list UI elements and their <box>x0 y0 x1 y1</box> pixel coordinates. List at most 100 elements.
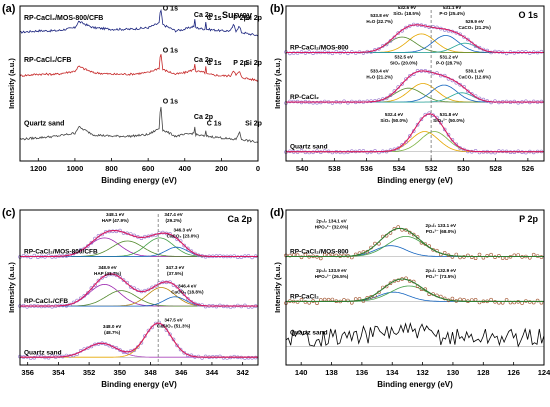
raw-data-point <box>288 51 292 56</box>
raw-data-point <box>377 150 381 155</box>
x-tick-label: 348 <box>144 368 157 377</box>
peak-annotation: O 1s <box>163 99 178 106</box>
x-tick-label: 536 <box>360 164 373 173</box>
raw-data-point <box>203 354 208 359</box>
raw-data-point <box>330 51 335 56</box>
peak-annotation: Ca 2p <box>194 57 213 64</box>
raw-data-point <box>182 243 186 248</box>
series-label: RP-CaCl₂/CFB <box>24 57 71 64</box>
raw-data-point <box>250 255 254 260</box>
raw-data-point <box>407 74 412 78</box>
plot-frame <box>285 209 545 366</box>
raw-data-point <box>349 300 354 305</box>
raw-data-point <box>357 149 362 153</box>
peak-annotation: Ca 2p <box>194 12 213 19</box>
raw-data-point <box>118 348 122 352</box>
component-annotation: (29.2%) <box>166 218 183 223</box>
raw-data-point <box>462 35 466 39</box>
raw-data-point <box>36 255 40 260</box>
raw-data-point <box>353 297 358 301</box>
raw-data-point <box>299 255 304 260</box>
sample-label: RP-CaCl₂ <box>290 293 319 300</box>
component-annotation: 531.2 eV <box>440 55 459 60</box>
panel-title: P 2p <box>519 214 538 224</box>
raw-data-point <box>524 99 528 104</box>
raw-data-point <box>466 149 470 154</box>
component-annotation: 2p₃/₂ 132.9 eV <box>426 268 457 273</box>
x-tick-label: 140 <box>295 368 308 377</box>
raw-data-point <box>334 49 339 54</box>
component-annotation: 531.1 eV <box>443 5 462 10</box>
x-tick-label: 352 <box>83 368 96 377</box>
raw-data-point <box>454 142 459 147</box>
raw-data-point <box>36 354 40 359</box>
component-annotation: SiO₂ (50.0%) <box>380 118 408 123</box>
x-axis-label: Binding energy (eV) <box>101 380 177 389</box>
raw-data-point <box>86 346 90 350</box>
component-annotation: 532.5 eV <box>395 55 414 60</box>
raw-data-point <box>128 285 133 289</box>
raw-data-point <box>489 252 493 257</box>
x-tick-label: 344 <box>206 368 219 377</box>
component-annotation: 348.1 eV <box>106 212 125 217</box>
raw-data-point <box>473 149 478 153</box>
raw-data-point <box>243 303 247 308</box>
raw-data-point <box>322 149 327 153</box>
raw-data-point <box>39 354 44 359</box>
sample-label: RP-CaCl₂/MOS-800/CFB <box>24 249 98 256</box>
raw-data-point <box>82 246 87 251</box>
component-annotation: 532.4 eV <box>385 112 404 117</box>
series-label: RP-CaCl₂/MOS-800/CFB <box>24 15 103 22</box>
raw-data-point <box>168 332 172 337</box>
component-annotation: CaCO₃ (12.6%) <box>459 75 492 80</box>
panel-c: (c) RP-CaCl₂/MOS-800/CFB RP-CaCl₂/CFB Quart… <box>2 207 259 389</box>
raw-data-point <box>186 296 190 301</box>
raw-data-point <box>516 100 521 105</box>
raw-data-point <box>100 275 104 280</box>
raw-data-point <box>539 255 544 259</box>
sample-label: RP-CaCl₂ <box>290 94 319 101</box>
survey-series-line <box>19 8 259 37</box>
plot-frame <box>19 5 259 162</box>
raw-data-point <box>404 77 408 81</box>
component-annotation: SiO₂ (20.0%) <box>390 61 418 66</box>
y-axis-label: Intensity (a.u.) <box>7 262 16 313</box>
component-annotation: CaCO₃ (18.8%) <box>171 290 204 295</box>
raw-data-point <box>396 31 401 35</box>
raw-data-point <box>497 49 501 54</box>
raw-data-point <box>365 99 370 104</box>
raw-data-point <box>531 252 536 257</box>
component-annotation: HPO₄²⁻ (26.5%) <box>315 274 349 279</box>
component-annotation: 2p₃/₂ 133.9 eV <box>316 268 347 273</box>
raw-data-point <box>246 305 251 309</box>
raw-data-point <box>524 50 528 54</box>
raw-data-point <box>221 355 226 360</box>
component-annotation: 347.4 eV <box>164 212 183 217</box>
raw-data-point <box>504 51 509 56</box>
x-tick-label: 354 <box>52 368 65 377</box>
raw-data-point <box>527 300 532 304</box>
raw-data-point <box>250 304 254 309</box>
raw-data-point <box>189 249 194 253</box>
x-axis-label: Binding energy (eV) <box>377 380 453 389</box>
raw-data-point <box>388 93 393 97</box>
component-annotation: (37.5%) <box>167 271 184 276</box>
component-annotation: 532.6 eV <box>398 5 417 10</box>
x-tick-label: 0 <box>256 164 260 173</box>
raw-data-point <box>349 99 354 104</box>
series-label: Quartz sand <box>24 120 64 127</box>
component-annotation: CaCO₃ (23.0%) <box>167 234 200 239</box>
survey-series-line <box>19 106 259 144</box>
component-annotation: PO₄³⁻ (68.0%) <box>426 229 457 234</box>
raw-data-point <box>225 356 229 360</box>
raw-data-point <box>178 288 183 293</box>
fit-component-line <box>286 84 544 103</box>
raw-data-point <box>477 150 482 155</box>
raw-data-point <box>28 356 33 360</box>
component-annotation: SiO₂ (18.5%) <box>393 11 421 16</box>
plot-frame <box>19 209 259 366</box>
raw-data-point <box>485 254 490 258</box>
raw-data-point <box>228 305 233 309</box>
component-annotation: H₂O (21.2%) <box>366 75 393 80</box>
